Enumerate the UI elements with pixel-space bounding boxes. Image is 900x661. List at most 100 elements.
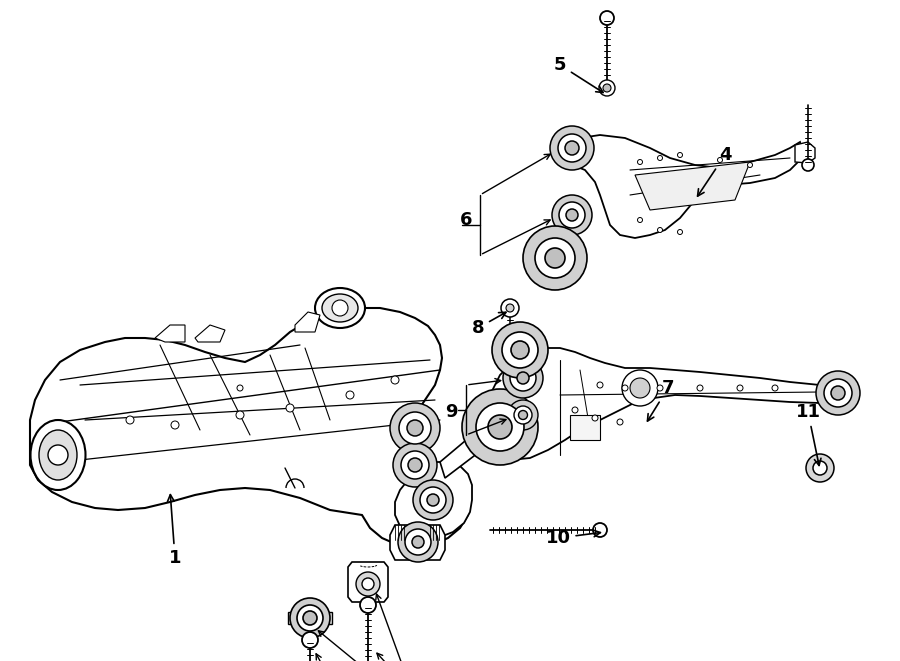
Circle shape (772, 385, 778, 391)
Polygon shape (195, 325, 225, 342)
Circle shape (297, 605, 323, 631)
Circle shape (565, 141, 579, 155)
Ellipse shape (31, 420, 86, 490)
Text: 4: 4 (698, 146, 731, 196)
Ellipse shape (315, 288, 365, 328)
Circle shape (398, 522, 438, 562)
Circle shape (637, 159, 643, 165)
Circle shape (511, 341, 529, 359)
Circle shape (593, 523, 607, 537)
Circle shape (506, 304, 514, 312)
Circle shape (572, 407, 578, 413)
Polygon shape (635, 162, 750, 210)
Circle shape (597, 382, 603, 388)
Circle shape (831, 386, 845, 400)
Circle shape (488, 415, 512, 439)
Circle shape (362, 578, 374, 590)
Circle shape (816, 371, 860, 415)
Circle shape (622, 385, 628, 391)
Circle shape (678, 153, 682, 157)
Text: 8: 8 (472, 312, 506, 337)
Circle shape (637, 217, 643, 223)
Polygon shape (295, 312, 320, 332)
Circle shape (658, 227, 662, 233)
Circle shape (600, 11, 614, 25)
Circle shape (286, 404, 294, 412)
Circle shape (126, 416, 134, 424)
Circle shape (503, 358, 543, 398)
Circle shape (517, 372, 529, 384)
Circle shape (236, 411, 244, 419)
Circle shape (806, 454, 834, 482)
Circle shape (391, 376, 399, 384)
Circle shape (290, 598, 330, 638)
Circle shape (658, 155, 662, 161)
Circle shape (476, 403, 524, 451)
Circle shape (303, 611, 317, 625)
Circle shape (523, 226, 587, 290)
Circle shape (599, 80, 615, 96)
Circle shape (510, 365, 536, 391)
Polygon shape (155, 325, 185, 342)
Polygon shape (570, 415, 600, 440)
Ellipse shape (322, 294, 358, 322)
Circle shape (737, 385, 743, 391)
Circle shape (502, 332, 538, 368)
Polygon shape (555, 135, 802, 238)
Circle shape (603, 84, 611, 92)
Circle shape (566, 209, 578, 221)
Circle shape (492, 322, 548, 378)
Circle shape (390, 403, 440, 453)
Circle shape (617, 419, 623, 425)
Circle shape (420, 487, 446, 513)
Text: 5: 5 (554, 56, 603, 93)
Polygon shape (288, 612, 332, 624)
Text: 7: 7 (647, 379, 674, 421)
Circle shape (697, 385, 703, 391)
Circle shape (399, 412, 431, 444)
Ellipse shape (39, 430, 77, 480)
Circle shape (748, 163, 752, 167)
Circle shape (427, 494, 439, 506)
Circle shape (346, 391, 354, 399)
Circle shape (405, 529, 431, 555)
Circle shape (813, 461, 827, 475)
Circle shape (550, 126, 594, 170)
Circle shape (332, 300, 348, 316)
Circle shape (678, 229, 682, 235)
Polygon shape (795, 142, 815, 163)
Circle shape (302, 632, 318, 648)
Circle shape (622, 370, 658, 406)
Circle shape (413, 480, 453, 520)
Circle shape (356, 572, 380, 596)
Polygon shape (390, 525, 445, 560)
Circle shape (360, 597, 376, 613)
Polygon shape (440, 418, 505, 478)
Circle shape (401, 451, 429, 479)
Circle shape (508, 400, 538, 430)
Circle shape (501, 299, 519, 317)
Text: 9: 9 (446, 403, 458, 421)
Circle shape (559, 202, 585, 228)
Polygon shape (395, 462, 472, 538)
Text: 1: 1 (167, 494, 181, 567)
Text: 11: 11 (796, 403, 821, 465)
Text: 10: 10 (545, 529, 600, 547)
Text: 6: 6 (460, 211, 472, 229)
Circle shape (552, 195, 592, 235)
Circle shape (171, 421, 179, 429)
Polygon shape (30, 308, 470, 548)
Circle shape (462, 389, 538, 465)
Circle shape (518, 410, 527, 420)
Circle shape (237, 385, 243, 391)
Circle shape (824, 379, 852, 407)
Circle shape (408, 458, 422, 472)
Circle shape (412, 536, 424, 548)
Circle shape (802, 159, 814, 171)
Circle shape (717, 157, 723, 163)
Circle shape (657, 385, 663, 391)
Circle shape (592, 415, 598, 421)
Circle shape (545, 248, 565, 268)
Circle shape (393, 443, 437, 487)
Polygon shape (348, 562, 388, 602)
